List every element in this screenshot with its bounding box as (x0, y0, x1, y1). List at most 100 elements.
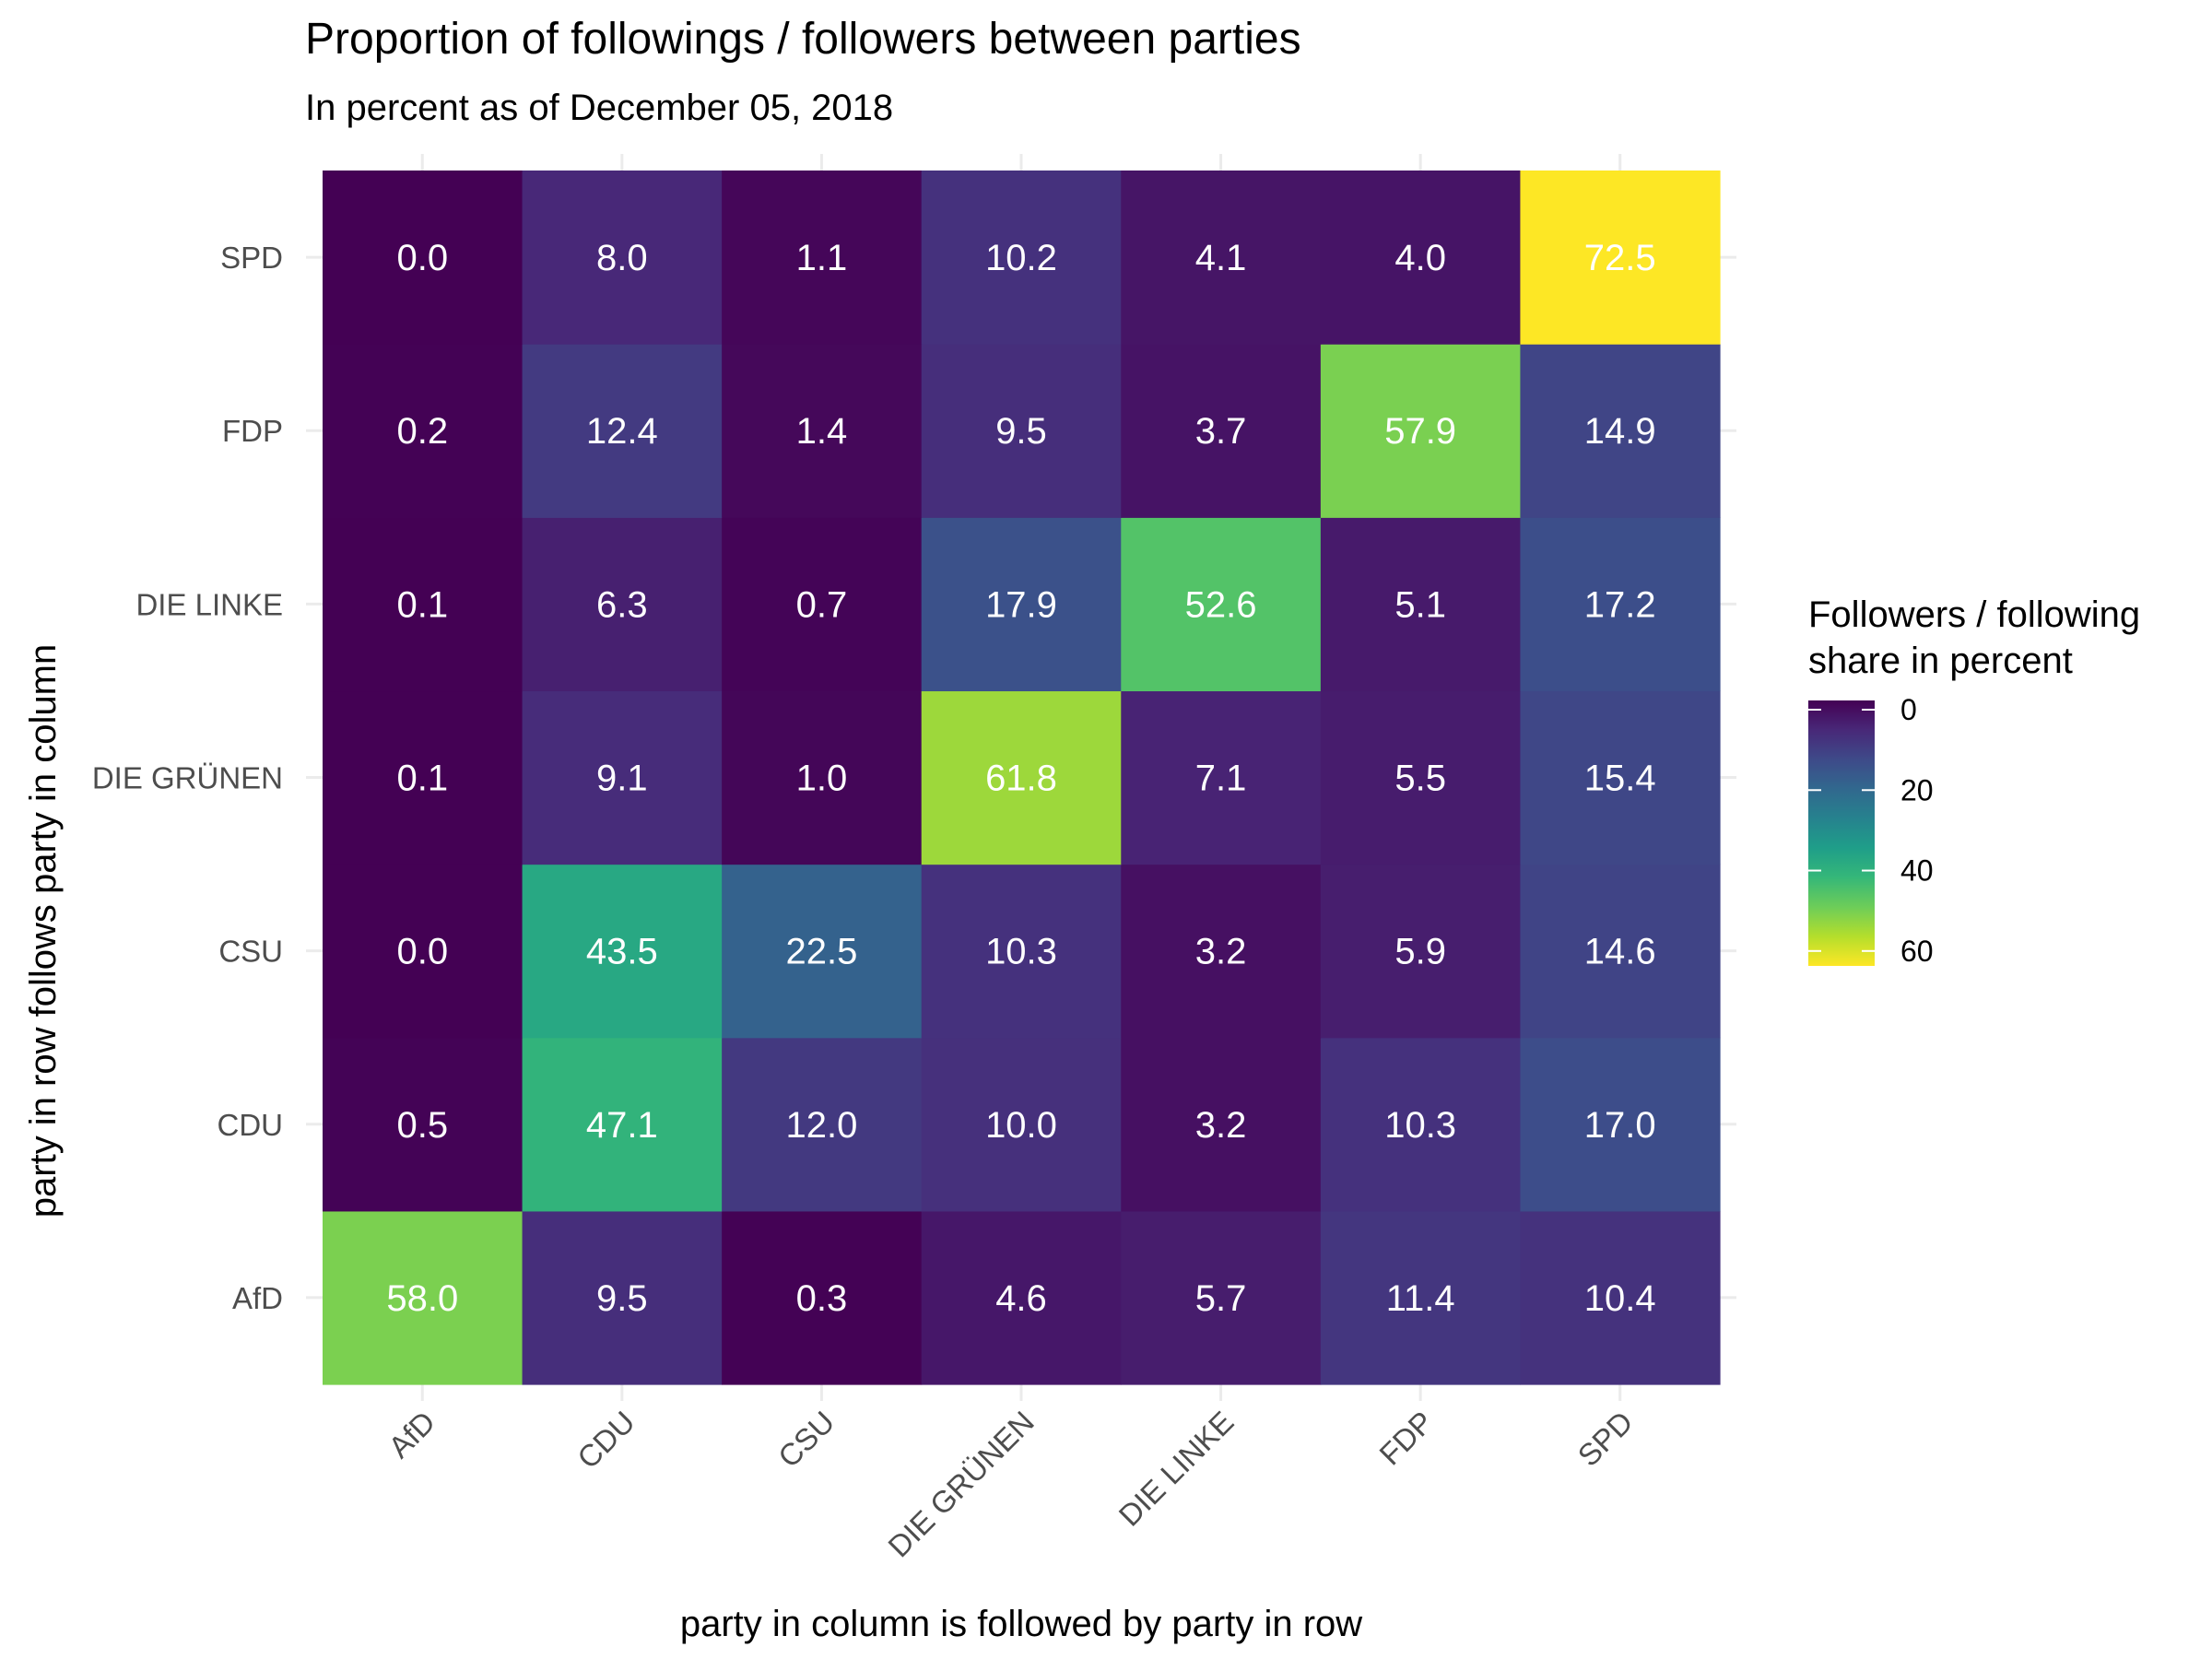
heatmap-cell (1320, 171, 1522, 345)
legend-break-label: 60 (1900, 935, 1934, 968)
cell-value-label: 43.5 (586, 932, 658, 972)
heatmap-cell (1121, 344, 1322, 518)
heatmap-cell (1520, 171, 1721, 345)
cell-value-label: 17.2 (1584, 584, 1656, 625)
cell-value-label: 58.0 (386, 1278, 458, 1319)
cell-value-label: 0.5 (396, 1105, 448, 1146)
heatmap-cell (522, 864, 723, 1039)
heatmap-cell (921, 344, 1122, 518)
heatmap-cell (522, 344, 723, 518)
legend-break-label: 20 (1900, 773, 1934, 806)
heatmap-cell (1320, 517, 1522, 692)
cell-value-label: 8.0 (596, 238, 648, 278)
cell-value-label: 1.0 (796, 759, 848, 799)
heatmap-cell-labels: 58.0 9.5 0.3 4.6 5.7 11.4 10.4 0.5 47.1 12.0 10.0 3… (386, 238, 1655, 1319)
cell-value-label: 47.1 (586, 1105, 658, 1146)
cell-value-label: 4.1 (1195, 238, 1247, 278)
heatmap-cell (722, 864, 923, 1039)
heatmap-cell (722, 1037, 923, 1212)
heatmap-cells (323, 171, 1721, 1385)
heatmap-cell (323, 517, 524, 692)
heatmap-cell (323, 1037, 524, 1212)
heatmap-cell (1520, 517, 1721, 692)
y-tick-label-fdp: FDP (222, 414, 283, 448)
legend-title-line2: share in percent (1808, 641, 2073, 681)
y-tick-label-afd: AfD (232, 1281, 283, 1315)
heatmap-cell (1121, 171, 1322, 345)
cell-value-label: 3.7 (1195, 411, 1247, 452)
heatmap-cell (921, 690, 1122, 865)
legend-break-label: 0 (1900, 693, 1917, 726)
cell-value-label: 57.9 (1384, 411, 1456, 452)
heatmap-cell (1520, 864, 1721, 1039)
legend-break-labels: 0 20 40 60 (1808, 693, 1934, 968)
cell-value-label: 1.4 (796, 411, 848, 452)
cell-value-label: 10.3 (985, 932, 1057, 972)
cell-value-label: 4.0 (1394, 238, 1446, 278)
y-axis-label: party in row follows party in column (23, 644, 64, 1218)
cell-value-label: 0.0 (396, 238, 448, 278)
cell-value-label: 9.5 (596, 1278, 648, 1319)
cell-value-label: 72.5 (1584, 238, 1656, 278)
cell-value-label: 17.9 (985, 584, 1057, 625)
heatmap-cell (1520, 344, 1721, 518)
cell-value-label: 9.5 (995, 411, 1047, 452)
heatmap-cell (921, 1037, 1122, 1212)
cell-value-label: 1.1 (796, 238, 848, 278)
cell-value-label: 14.9 (1584, 411, 1656, 452)
cell-value-label: 10.4 (1584, 1278, 1656, 1319)
heatmap-cell (722, 690, 923, 865)
heatmap-cell (323, 171, 524, 345)
heatmap-cell (1320, 864, 1522, 1039)
cell-value-label: 5.5 (1394, 759, 1446, 799)
x-axis-label: party in column is followed by party in … (680, 1604, 1362, 1644)
cell-value-label: 0.1 (396, 759, 448, 799)
legend-title-line1: Followers / following (1808, 594, 2140, 635)
heatmap-cell (1121, 690, 1322, 865)
heatmap-cell (722, 517, 923, 692)
heatmap-cell (921, 864, 1122, 1039)
cell-value-label: 5.9 (1394, 932, 1446, 972)
heatmap-cell (522, 517, 723, 692)
cell-value-label: 0.0 (396, 932, 448, 972)
legend-colorbar (1808, 700, 1875, 966)
chart-title: Proportion of followings / followers bet… (305, 15, 1301, 64)
cell-value-label: 0.2 (396, 411, 448, 452)
heatmap-cell (1121, 864, 1322, 1039)
heatmap-cell (1520, 690, 1721, 865)
heatmap-cell (722, 344, 923, 518)
heatmap-cell (522, 1210, 723, 1385)
cell-value-label: 15.4 (1584, 759, 1656, 799)
heatmap-cell (1121, 1037, 1322, 1212)
y-tick-label-spd: SPD (220, 241, 283, 275)
cell-value-label: 5.7 (1195, 1278, 1247, 1319)
cell-value-label: 4.6 (995, 1278, 1047, 1319)
heatmap-cell (1320, 344, 1522, 518)
heatmap-cell (1320, 690, 1522, 865)
y-tick-label-cdu: CDU (218, 1108, 284, 1142)
cell-value-label: 10.3 (1384, 1105, 1456, 1146)
cell-value-label: 12.4 (586, 411, 658, 452)
cell-value-label: 22.5 (785, 932, 857, 972)
heatmap-cell (522, 690, 723, 865)
y-axis-tick-labels: AfD CDU CSU DIE GRÜNEN DIE LINKE FDP SPD (92, 241, 283, 1315)
cell-value-label: 17.0 (1584, 1105, 1656, 1146)
heatmap-cell (921, 1210, 1122, 1385)
cell-value-label: 3.2 (1195, 1105, 1247, 1146)
cell-value-label: 7.1 (1195, 759, 1247, 799)
cell-value-label: 10.0 (985, 1105, 1057, 1146)
heatmap-cell (921, 517, 1122, 692)
color-legend: Followers / following share in percent 0… (1808, 594, 2140, 968)
heatmap-cell (1320, 1037, 1522, 1212)
heatmap-cell (722, 171, 923, 345)
heatmap-cell (323, 690, 524, 865)
heatmap-cell (921, 171, 1122, 345)
cell-value-label: 61.8 (985, 759, 1057, 799)
cell-value-label: 12.0 (785, 1105, 857, 1146)
heatmap-cell (1320, 1210, 1522, 1385)
cell-value-label: 9.1 (596, 759, 648, 799)
cell-value-label: 3.2 (1195, 932, 1247, 972)
y-tick-label-csu: CSU (218, 935, 283, 969)
cell-value-label: 52.6 (1185, 584, 1257, 625)
